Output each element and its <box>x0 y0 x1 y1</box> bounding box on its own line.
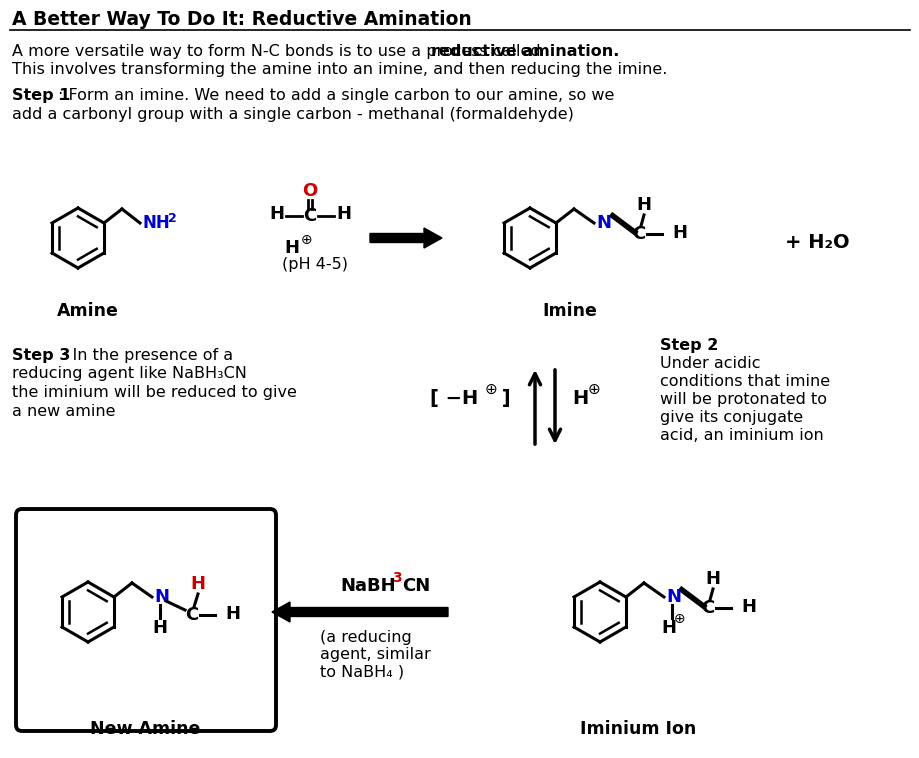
FancyArrow shape <box>369 228 441 248</box>
Text: NaBH: NaBH <box>340 577 395 595</box>
Text: C: C <box>700 599 714 617</box>
Text: H: H <box>335 205 351 223</box>
Text: 3: 3 <box>391 571 402 585</box>
Text: ]: ] <box>494 390 510 409</box>
Text: H: H <box>572 390 587 409</box>
Text: Step 2: Step 2 <box>659 338 718 353</box>
Text: A more versatile way to form N-C bonds is to use a process called: A more versatile way to form N-C bonds i… <box>12 44 545 59</box>
Text: (a reducing
agent, similar
to NaBH₄ ): (a reducing agent, similar to NaBH₄ ) <box>320 630 430 680</box>
Text: H: H <box>268 205 284 223</box>
Text: a new amine: a new amine <box>12 404 116 419</box>
FancyBboxPatch shape <box>16 509 276 731</box>
Text: H: H <box>636 196 651 214</box>
Text: H: H <box>661 619 675 637</box>
Text: + H₂O: + H₂O <box>784 233 849 252</box>
Text: CN: CN <box>402 577 430 595</box>
Text: will be protonated to: will be protonated to <box>659 392 826 407</box>
Text: the iminium will be reduced to give: the iminium will be reduced to give <box>12 385 297 400</box>
Text: reductive amination.: reductive amination. <box>431 44 618 59</box>
Text: reducing agent like NaBH₃CN: reducing agent like NaBH₃CN <box>12 366 246 381</box>
Text: Iminium Ion: Iminium Ion <box>579 720 696 738</box>
Text: give its conjugate: give its conjugate <box>659 410 802 425</box>
Text: N: N <box>153 588 169 606</box>
Text: Under acidic: Under acidic <box>659 356 760 371</box>
Text: This involves transforming the amine into an imine, and then reducing the imine.: This involves transforming the amine int… <box>12 62 666 77</box>
Text: C: C <box>303 207 316 225</box>
Text: H: H <box>225 605 240 623</box>
Text: A Better Way To Do It: Reductive Amination: A Better Way To Do It: Reductive Aminati… <box>12 10 471 29</box>
Text: C: C <box>631 225 645 243</box>
Text: H: H <box>153 619 167 637</box>
Text: NH: NH <box>142 214 171 232</box>
FancyArrow shape <box>272 602 448 622</box>
Text: [ −H: [ −H <box>429 390 478 409</box>
Text: Imine: Imine <box>542 302 596 320</box>
Text: H: H <box>190 575 205 593</box>
Text: acid, an iminium ion: acid, an iminium ion <box>659 428 823 443</box>
Text: Step 3: Step 3 <box>12 348 70 363</box>
Text: N: N <box>596 214 610 232</box>
Text: ⊕: ⊕ <box>587 381 600 396</box>
Text: : Form an imine. We need to add a single carbon to our amine, so we: : Form an imine. We need to add a single… <box>58 88 614 103</box>
Text: ⊕: ⊕ <box>674 612 685 626</box>
Text: H: H <box>284 239 300 257</box>
Text: ⊕: ⊕ <box>484 381 497 396</box>
Text: H: H <box>671 224 686 242</box>
Text: H: H <box>740 598 755 616</box>
Text: H: H <box>705 570 720 588</box>
Text: add a carbonyl group with a single carbon - methanal (formaldehyde): add a carbonyl group with a single carbo… <box>12 107 573 122</box>
Text: :: : <box>709 338 715 353</box>
Text: : In the presence of a: : In the presence of a <box>62 348 233 363</box>
Text: ⊕: ⊕ <box>301 233 312 247</box>
Text: New Amine: New Amine <box>90 720 200 738</box>
Text: Step 1: Step 1 <box>12 88 70 103</box>
Text: 2: 2 <box>168 211 176 224</box>
Text: conditions that imine: conditions that imine <box>659 374 829 389</box>
Text: C: C <box>185 606 199 624</box>
Text: (pH 4-5): (pH 4-5) <box>282 258 347 272</box>
Text: N: N <box>665 588 680 606</box>
Text: O: O <box>302 182 317 200</box>
Text: Amine: Amine <box>57 302 119 320</box>
